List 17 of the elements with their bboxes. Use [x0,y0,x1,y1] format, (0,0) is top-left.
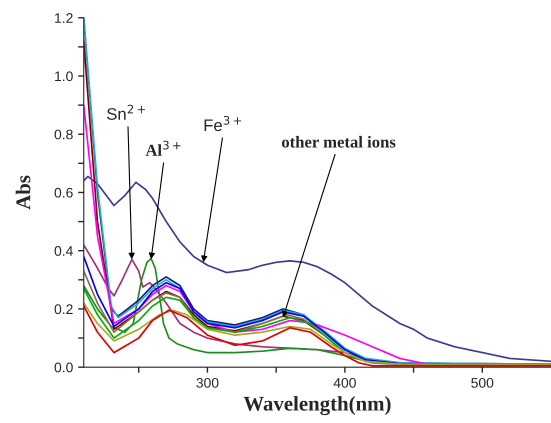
x-tick-label: 400 [334,378,356,388]
line-series [84,176,551,362]
annotation: Fe$^{3+}$ [204,116,242,132]
y-tick-label: 0.4 [54,246,73,256]
x-axis-title: Wavelength(nm) [244,396,391,416]
y-tick-label: 1.2 [55,13,73,23]
annotation: Sn$^{2+}$ [107,104,146,120]
y-tick-label: 0.8 [54,130,73,140]
annotation: Al$^{3+}$ [146,140,180,156]
y-tick-label: 0.2 [54,304,73,314]
x-tick-label: 300 [196,378,218,388]
y-tick-label: 0.0 [54,362,73,372]
annotation: other metal ions [282,136,396,148]
y-axis-title: Abs [16,176,30,210]
x-tick-label: 500 [471,378,494,388]
y-tick-label: 1.0 [55,71,73,82]
y-tick-label: 0.6 [54,188,73,198]
